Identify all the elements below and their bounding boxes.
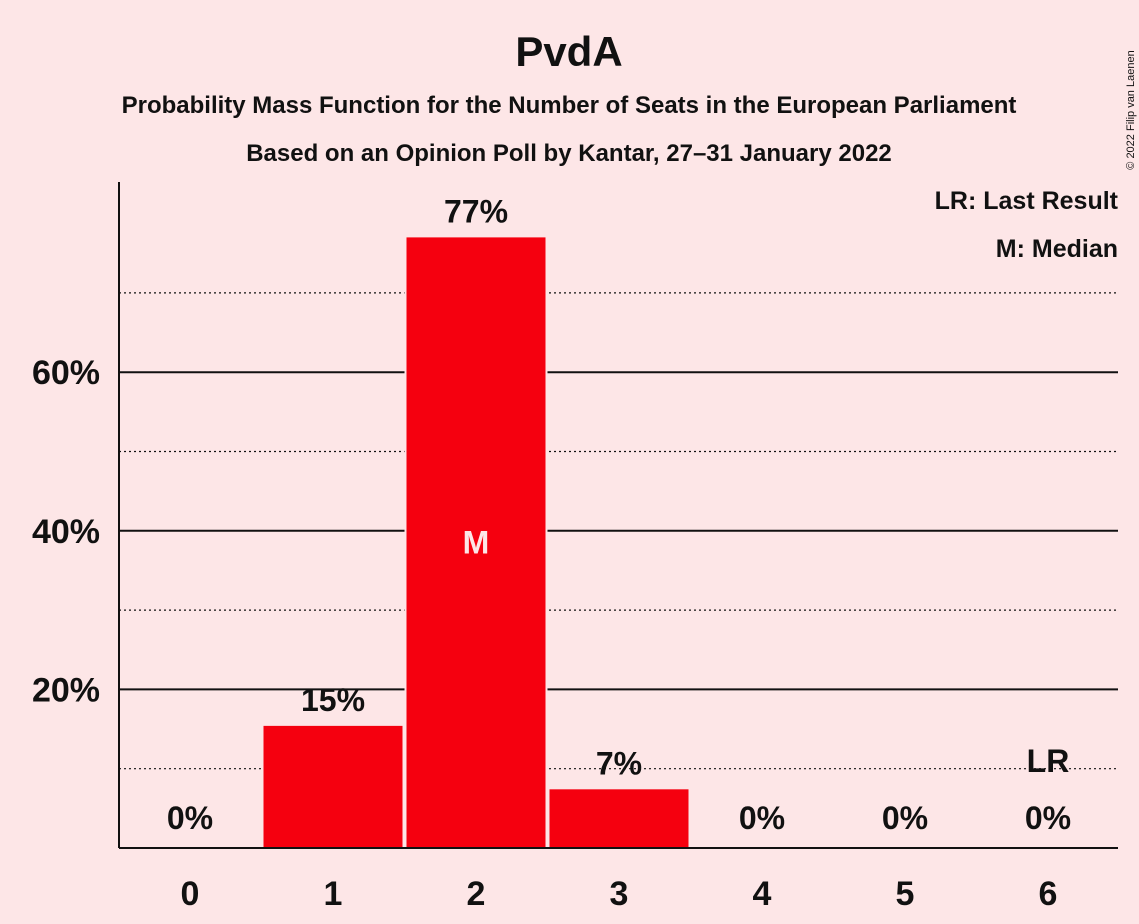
x-tick-label: 5 [896,875,915,913]
bar [549,789,689,848]
value-label: 0% [1025,800,1071,836]
bars [261,235,691,848]
x-tick-label: 1 [324,875,343,913]
chart-title: PvdA [515,28,622,75]
bar [263,725,403,848]
grid-lines: 20% 40% 60% [32,292,1118,770]
value-label: 15% [301,682,365,718]
y-tick-label: 60% [32,354,100,392]
x-tick-label: 3 [610,875,629,913]
legend-median: M: Median [996,235,1118,263]
value-label: 77% [444,193,508,229]
median-marker: M [463,525,490,561]
x-tick-label: 2 [467,875,486,913]
value-label: 0% [167,800,213,836]
value-labels: 0% 0 15% 1 77% 2 M 7% 3 0% 4 0% 5 0% 6 LR [167,193,1071,913]
value-label: 7% [596,745,642,781]
x-tick-label: 0 [181,875,200,913]
x-tick-label: 4 [753,875,772,913]
x-tick-label: 6 [1039,875,1058,913]
y-tick-label: 40% [32,513,100,551]
bar [406,237,546,848]
chart-subtitle: Probability Mass Function for the Number… [122,92,1017,119]
legend-last-result: LR: Last Result [935,187,1119,215]
value-label: 0% [739,800,785,836]
last-result-marker: LR [1027,743,1070,779]
axes [118,182,1118,849]
value-label: 0% [882,800,928,836]
copyright-note: © 2022 Filip van Laenen [1125,50,1137,169]
chart-subtitle-source: Based on an Opinion Poll by Kantar, 27–3… [246,140,892,167]
y-tick-label: 20% [32,671,100,709]
